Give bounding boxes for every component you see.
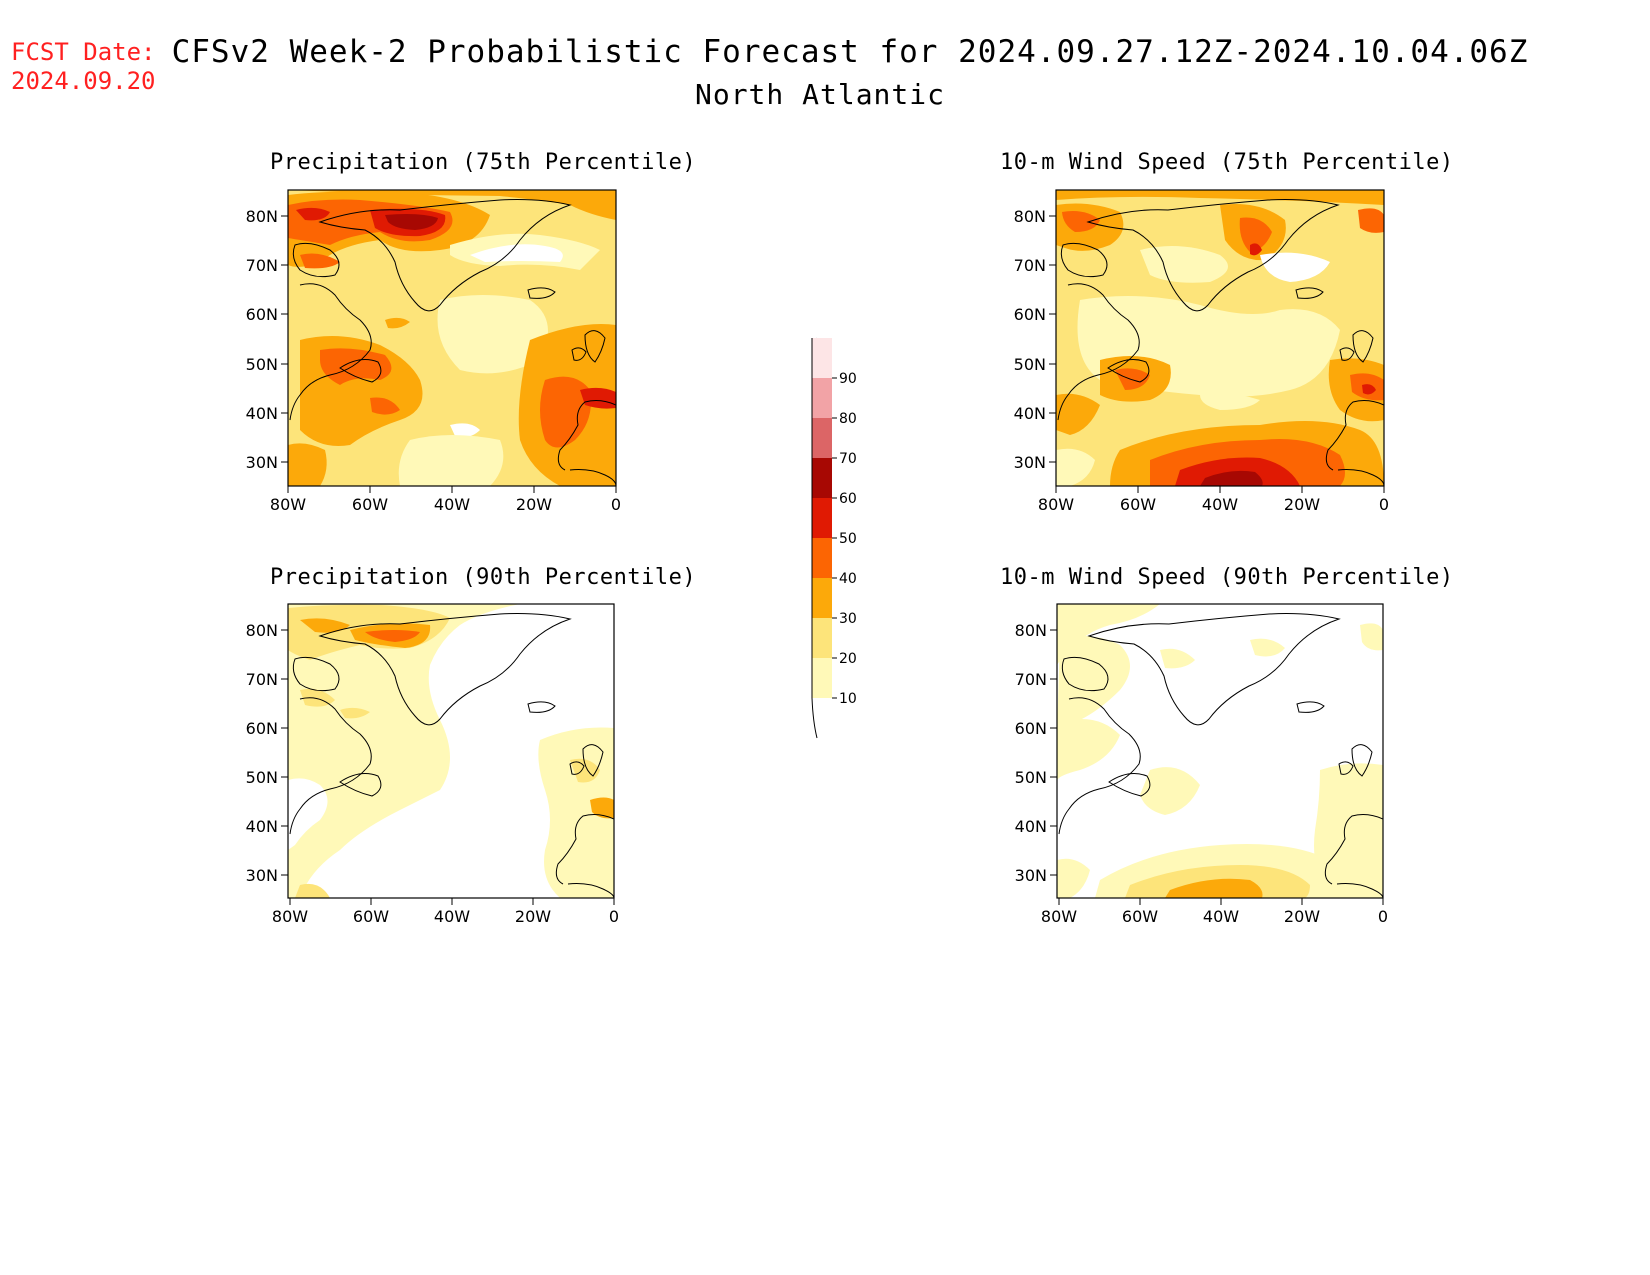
lat-label-30n: 30N — [1015, 866, 1047, 885]
lon-label-60w: 60W — [352, 495, 388, 514]
precip-90-coastlines — [289, 613, 614, 898]
lon-label-40w: 40W — [1203, 907, 1239, 926]
lon-label-0: 0 — [611, 495, 621, 514]
lon-label-80w: 80W — [270, 495, 306, 514]
lon-label-0: 0 — [609, 907, 619, 926]
lon-label-20w: 20W — [1284, 495, 1320, 514]
wind-90-frame — [1056, 603, 1384, 899]
lon-label-40w: 40W — [434, 907, 470, 926]
colorbar-bottom-arrow — [811, 697, 818, 739]
lat-label-70n: 70N — [246, 670, 278, 689]
colorbar-label: 20 — [839, 651, 857, 667]
colorbar-label: 90 — [839, 371, 857, 387]
colorbar-box — [812, 658, 832, 698]
lon-label-60w: 60W — [353, 907, 389, 926]
lat-label-80n: 80N — [246, 207, 278, 226]
lat-label-40n: 40N — [1015, 817, 1047, 836]
precip-90-shading — [288, 604, 614, 898]
lat-label-40n: 40N — [246, 817, 278, 836]
colorbar-labels: 10 20 30 40 50 60 70 80 90 — [832, 371, 857, 707]
colorbar-box — [812, 498, 832, 538]
lat-label-80n: 80N — [1014, 207, 1046, 226]
lat-label-80n: 80N — [1015, 621, 1047, 640]
panel-title-wind-90: 10-m Wind Speed (90th Percentile) — [1000, 565, 1454, 590]
lon-label-20w: 20W — [515, 907, 551, 926]
map-panel-precip-90: 80N 70N 60N 50N 40N 30N 80W 60W 40W 20W … — [246, 603, 619, 926]
wind-75-lon-axis: 80W 60W 40W 20W 0 — [1038, 486, 1389, 514]
precip-75-lon-axis: 80W 60W 40W 20W 0 — [270, 486, 621, 514]
map-panel-precip-75: 80N 70N 60N 50N 40N 30N 80W 60W 40W 20W … — [246, 189, 621, 514]
colorbar-label: 80 — [839, 411, 857, 427]
lat-label-40n: 40N — [1014, 404, 1046, 423]
colorbar-box — [812, 338, 832, 378]
lon-label-0: 0 — [1378, 907, 1388, 926]
wind-90-lat-axis: 80N 70N 60N 50N 40N 30N — [1015, 621, 1057, 885]
lon-label-20w: 20W — [1284, 907, 1320, 926]
colorbar-box — [812, 618, 832, 658]
colorbar-box — [812, 378, 832, 418]
map-panel-wind-75: 80N 70N 60N 50N 40N 30N 80W 60W 40W 20W … — [1014, 189, 1389, 514]
lat-label-50n: 50N — [1015, 768, 1047, 787]
wind-75-lat-axis: 80N 70N 60N 50N 40N 30N — [1014, 207, 1056, 472]
colorbar-label: 50 — [839, 531, 857, 547]
colorbar-box — [812, 418, 832, 458]
colorbar-box — [812, 578, 832, 618]
wind-75-shading — [1056, 190, 1384, 486]
wind-90-coastlines — [1058, 613, 1383, 898]
wind-90-lon-axis: 80W 60W 40W 20W 0 — [1041, 898, 1388, 926]
lat-label-60n: 60N — [246, 305, 278, 324]
lat-label-70n: 70N — [1015, 670, 1047, 689]
forecast-date-label: FCST Date: — [11, 38, 156, 66]
panel-title-precip-75: Precipitation (75th Percentile) — [270, 150, 697, 175]
lat-label-30n: 30N — [246, 866, 278, 885]
lat-label-60n: 60N — [1015, 719, 1047, 738]
lon-label-80w: 80W — [272, 907, 308, 926]
lon-label-80w: 80W — [1041, 907, 1077, 926]
lat-label-50n: 50N — [246, 355, 278, 374]
colorbar-label: 40 — [839, 571, 857, 587]
region-subtitle: North Atlantic — [694, 78, 945, 111]
colorbar-label: 60 — [839, 491, 857, 507]
colorbar-label: 30 — [839, 611, 857, 627]
wind-75-coastlines — [1057, 199, 1384, 486]
lat-label-60n: 60N — [246, 719, 278, 738]
lon-label-0: 0 — [1379, 495, 1389, 514]
lat-label-70n: 70N — [1014, 256, 1046, 275]
probability-colorbar: 10 20 30 40 50 60 70 80 90 — [811, 337, 857, 739]
forecast-date-block: FCST Date: 2024.09.20 — [11, 38, 156, 96]
lon-label-60w: 60W — [1122, 907, 1158, 926]
precip-75-lat-axis: 80N 70N 60N 50N 40N 30N — [246, 207, 288, 472]
wind-90-shading — [1057, 604, 1383, 898]
precip-90-frame — [287, 603, 615, 899]
lat-label-30n: 30N — [246, 453, 278, 472]
lat-label-50n: 50N — [246, 768, 278, 787]
colorbar-boxes — [811, 338, 832, 698]
precip-75-coastlines — [289, 199, 616, 486]
lat-label-80n: 80N — [246, 621, 278, 640]
colorbar-box — [812, 458, 832, 498]
forecast-date-value: 2024.09.20 — [11, 67, 156, 95]
lat-label-70n: 70N — [246, 256, 278, 275]
lon-label-40w: 40W — [1202, 495, 1238, 514]
lat-label-50n: 50N — [1014, 355, 1046, 374]
precip-75-shading — [288, 190, 616, 486]
page-title: CFSv2 Week-2 Probabilistic Forecast for … — [171, 34, 1529, 70]
lon-label-20w: 20W — [516, 495, 552, 514]
lat-label-40n: 40N — [246, 404, 278, 423]
colorbar-label: 10 — [839, 691, 857, 707]
lon-label-40w: 40W — [434, 495, 470, 514]
map-panel-wind-90: 80N 70N 60N 50N 40N 30N 80W 60W 40W 20W … — [1015, 603, 1388, 926]
colorbar-label: 70 — [839, 451, 857, 467]
lon-label-60w: 60W — [1120, 495, 1156, 514]
lon-label-80w: 80W — [1038, 495, 1074, 514]
panel-title-wind-75: 10-m Wind Speed (75th Percentile) — [1000, 150, 1454, 175]
lat-label-30n: 30N — [1014, 453, 1046, 472]
lat-label-60n: 60N — [1014, 305, 1046, 324]
colorbar-box — [812, 538, 832, 578]
precip-90-lat-axis: 80N 70N 60N 50N 40N 30N — [246, 621, 288, 885]
precip-90-lon-axis: 80W 60W 40W 20W 0 — [272, 898, 619, 926]
panel-title-precip-90: Precipitation (90th Percentile) — [270, 565, 697, 590]
